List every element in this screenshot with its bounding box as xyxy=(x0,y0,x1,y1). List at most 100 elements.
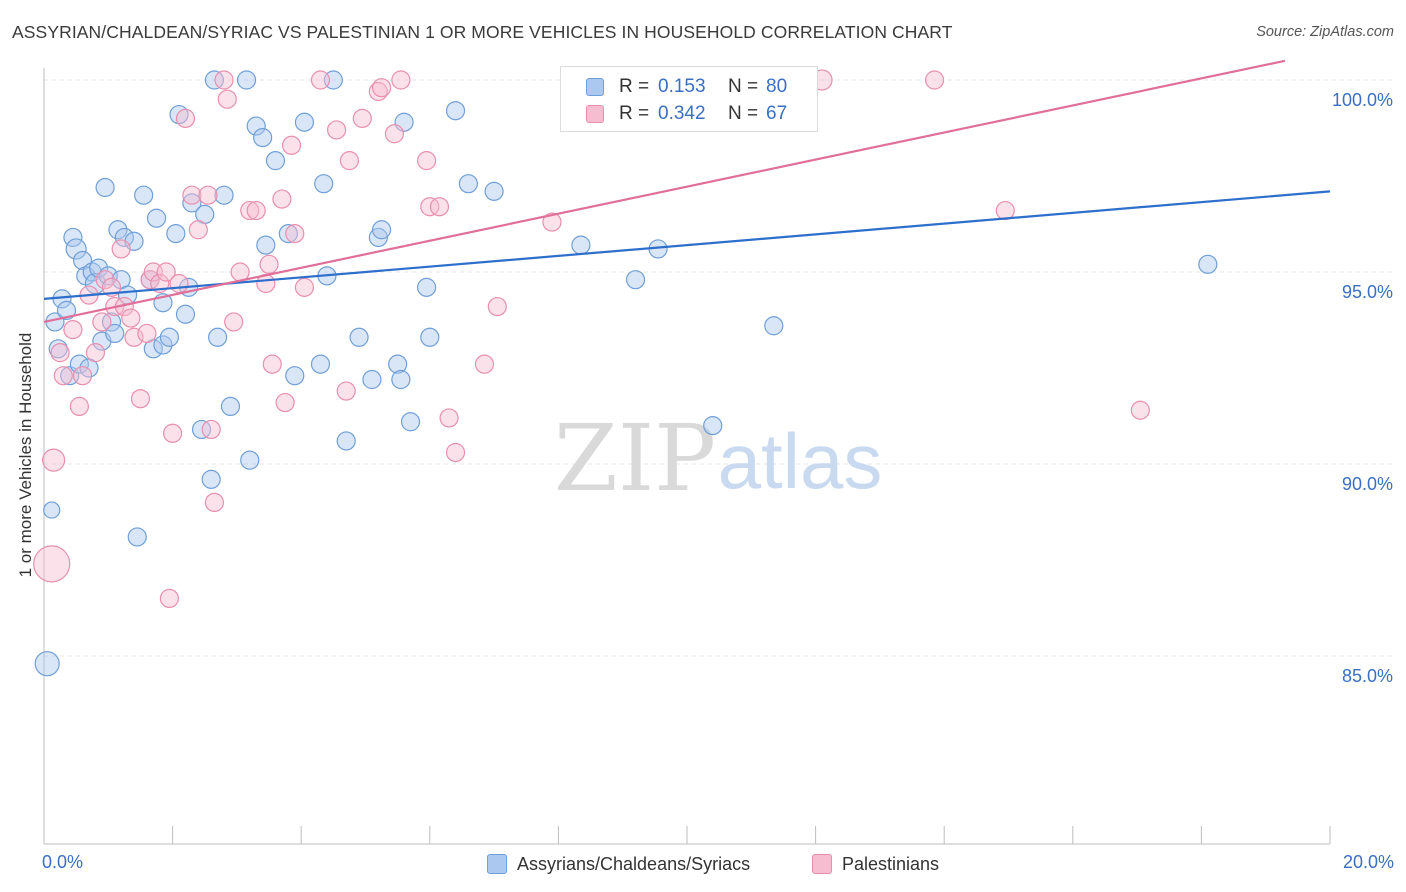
assyrians-point xyxy=(114,227,134,248)
palestinians-point xyxy=(204,492,224,512)
assyrians-point xyxy=(265,151,286,171)
palestinians-point xyxy=(92,312,112,332)
assyrians-point xyxy=(458,174,478,194)
palestinians-point xyxy=(137,323,157,344)
r-value: 0.342 xyxy=(658,103,706,124)
assyrians-point xyxy=(166,224,186,244)
palestinians-point xyxy=(1130,400,1150,420)
legend-swatch-pink xyxy=(812,854,832,874)
series-palestinians-points xyxy=(33,69,1150,609)
palestinians-point xyxy=(33,545,71,583)
assyrians-point xyxy=(625,270,646,290)
assyrians-point xyxy=(69,354,89,374)
assyrians-point xyxy=(65,238,87,260)
trend-lines xyxy=(43,59,1331,323)
y-tick-label: 95.0% xyxy=(1342,282,1393,302)
assyrians-point xyxy=(191,419,212,440)
assyrians-point xyxy=(153,335,173,355)
r-label: R = xyxy=(619,103,650,124)
assyrians-point xyxy=(416,277,437,297)
palestinians-point xyxy=(217,89,237,109)
palestinians-point xyxy=(275,392,295,413)
assyrians-point xyxy=(134,185,154,205)
y-tick-label: 85.0% xyxy=(1342,666,1393,686)
y-tick-label: 100.0% xyxy=(1332,90,1393,110)
assyrians-point xyxy=(368,227,388,248)
palestinians-point xyxy=(336,381,356,401)
assyrians-point xyxy=(764,316,784,336)
assyrians-point xyxy=(56,300,77,320)
assyrians-point xyxy=(105,323,125,344)
legend-swatch-blue xyxy=(487,854,507,874)
palestinians-point xyxy=(182,185,202,205)
palestinians-point xyxy=(95,270,115,290)
palestinians-point xyxy=(201,419,221,440)
assyrians-point xyxy=(240,450,260,470)
n-value: 67 xyxy=(766,103,788,124)
palestinians-point xyxy=(310,70,331,90)
assyrians-point xyxy=(220,396,241,416)
palestinians-point xyxy=(995,200,1015,221)
palestinians-point xyxy=(69,396,89,416)
palestinians-point xyxy=(124,327,144,347)
palestinians-point xyxy=(121,308,141,328)
assyrians-point xyxy=(204,70,224,90)
assyrians-point xyxy=(236,70,257,90)
assyrians-point xyxy=(571,235,591,255)
palestinians-point xyxy=(294,277,315,297)
legend-item-palestinians[interactable]: Palestinians xyxy=(812,852,939,876)
assyrians-point xyxy=(256,235,276,255)
assyrians-point xyxy=(89,258,109,278)
assyrians-point xyxy=(159,327,179,347)
palestinians-point xyxy=(224,312,244,332)
palestinians-point xyxy=(198,185,218,205)
assyrians-point xyxy=(201,469,221,489)
assyrians-point xyxy=(127,527,147,547)
assyrians-point xyxy=(294,112,315,132)
palestinians-point xyxy=(259,254,279,274)
palestinians-point xyxy=(445,442,466,463)
palestinians-point xyxy=(487,296,507,317)
palestinians-point xyxy=(175,108,196,129)
assyrians-point xyxy=(1198,254,1218,274)
palestinians-point xyxy=(416,151,437,171)
palestinians-point xyxy=(474,354,495,374)
palestinians-point xyxy=(281,135,302,155)
palestinians-point xyxy=(439,408,459,428)
assyrians-point xyxy=(182,193,202,213)
source-label: Source: ZipAtlas.com xyxy=(1256,24,1394,40)
palestinians-point xyxy=(156,262,176,282)
assyrians-point xyxy=(391,369,411,390)
palestinians-point xyxy=(542,212,562,232)
pink-swatch xyxy=(586,105,604,123)
assyrians-point xyxy=(400,412,421,432)
palestinians-point xyxy=(53,366,73,386)
palestinians-point xyxy=(352,108,372,129)
grid-lines xyxy=(44,79,1392,657)
assyrians-point xyxy=(371,220,392,240)
palestinians-point xyxy=(371,78,392,98)
legend-item-assyrians[interactable]: Assyrians/Chaldeans/Syriacs xyxy=(487,852,750,876)
palestinians-point xyxy=(285,224,305,244)
palestinians-trend-line xyxy=(43,59,1286,323)
assyrians-point xyxy=(362,369,382,390)
palestinians-point xyxy=(262,354,282,374)
y-tick-labels: 100.0% 95.0% 90.0% 85.0% xyxy=(1332,90,1393,686)
palestinians-point xyxy=(391,70,411,90)
assyrians-point xyxy=(101,312,122,332)
assyrians-point xyxy=(253,128,273,148)
palestinians-point xyxy=(214,70,234,90)
n-label: N = xyxy=(728,76,759,97)
blue-swatch xyxy=(586,78,604,96)
x-tick-label-max: 20.0% xyxy=(1342,852,1394,872)
assyrians-point xyxy=(349,327,369,347)
x-tick-label-min: 0.0% xyxy=(42,852,84,872)
series-assyrians-points xyxy=(34,70,1218,677)
palestinians-point xyxy=(326,120,347,140)
palestinians-point xyxy=(72,366,93,386)
palestinians-point xyxy=(246,200,266,221)
watermark-zip: ZIP xyxy=(554,405,716,512)
assyrians-point xyxy=(310,354,331,374)
palestinians-point xyxy=(384,124,405,144)
